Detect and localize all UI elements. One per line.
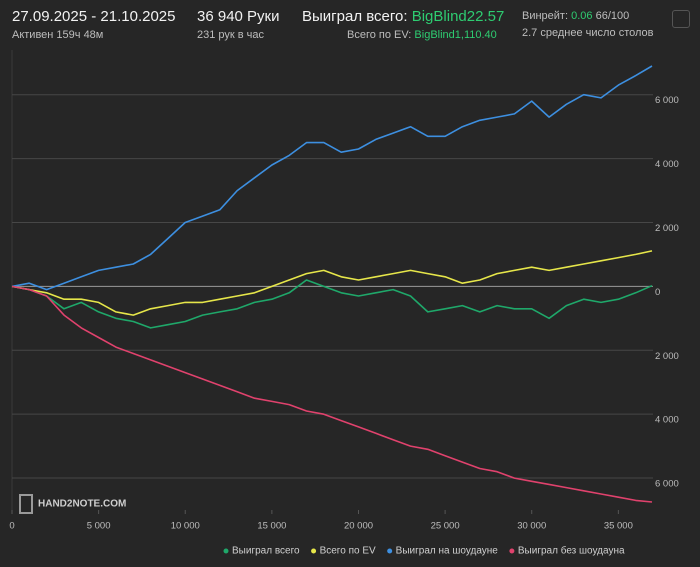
y-tick-label: 6 000 (655, 479, 679, 490)
series-line (11, 250, 653, 316)
y-tick-label: 4 000 (655, 415, 679, 426)
legend-label: Всего по EV (320, 546, 376, 557)
winrate-sample: 66/100 (595, 10, 630, 22)
legend-swatch (509, 548, 515, 554)
legend: Выиграл всего Всего по EV Выиграл на шоуда… (223, 545, 625, 557)
series-line (11, 65, 653, 291)
series-line (11, 279, 653, 329)
date-range: 27.09.2025 - 21.10.2025 (12, 8, 176, 25)
ev-total: Всего по EV: BigBlind1,110.40 (347, 29, 497, 41)
settings-button[interactable] (672, 10, 690, 28)
x-tick-label: 5 000 (87, 521, 111, 532)
ev-label: Всего по EV: (347, 29, 412, 41)
winrate: Винрейт: 0.06 66/100 (522, 10, 629, 22)
legend-swatch (223, 548, 229, 554)
x-tick-label: 10 000 (171, 521, 200, 532)
x-tick-label: 35 000 (604, 521, 633, 532)
y-tick-label: 4 000 (655, 159, 679, 170)
tables: 2.7 среднее число столов (522, 27, 654, 39)
legend-label: Выиграл на шоудауне (396, 546, 499, 557)
x-tick-label: 25 000 (431, 521, 460, 532)
winrate-label: Винрейт: (522, 10, 569, 22)
legend-label: Выиграл всего (232, 546, 300, 557)
x-tick-label: 20 000 (344, 521, 373, 532)
brand: HAND2NOTE.COM (38, 499, 126, 510)
winrate-value: 0.06 (571, 10, 593, 22)
won-label: Выиграл всего: (302, 8, 408, 25)
legend-label: Выиграл без шоудауна (518, 545, 625, 557)
won-total: Выиграл всего: BigBlind22.57 (302, 8, 504, 25)
ev-value: BigBlind1,110.40 (414, 29, 497, 41)
active-time: Активен 159ч 48м (12, 29, 104, 41)
x-tick-label: 30 000 (517, 521, 546, 532)
series-line (11, 285, 653, 503)
hands: 36 940 Руки (197, 8, 280, 25)
y-tick-label: 0 (655, 287, 660, 298)
y-tick-label: 6 000 (655, 95, 679, 106)
y-tick-label: 2 000 (655, 351, 679, 362)
x-tick-label: 0 (9, 521, 14, 532)
x-tick-label: 15 000 (257, 521, 286, 532)
brand-logo (19, 494, 33, 514)
y-tick-label: 2 000 (655, 223, 679, 234)
hands-per-hour: 231 рук в час (197, 29, 265, 41)
legend-swatch (387, 548, 393, 554)
won-value: BigBlind22.57 (411, 8, 505, 25)
legend-swatch (311, 548, 317, 554)
